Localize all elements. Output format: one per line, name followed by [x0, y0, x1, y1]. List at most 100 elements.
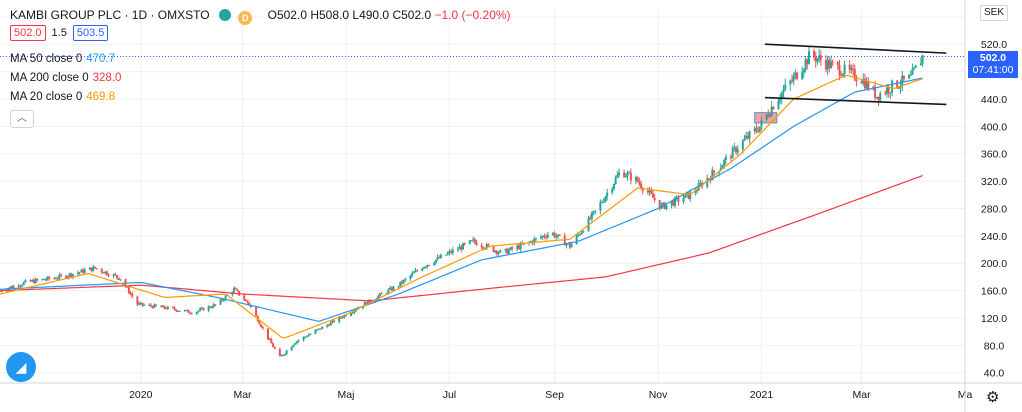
buy-price-button[interactable]: 503.5: [72, 25, 109, 41]
candle-body: [877, 96, 880, 101]
x-tick-label: Jul: [443, 389, 456, 401]
candle-body: [297, 340, 300, 342]
legend-ma200[interactable]: MA 200 close 0 328.0: [10, 72, 121, 84]
candle-body: [344, 315, 347, 317]
candle-body: [911, 69, 914, 75]
legend-ma50[interactable]: MA 50 close 0 470.7: [10, 53, 115, 65]
candle-body: [689, 192, 692, 199]
candle-body: [260, 324, 263, 328]
candle-body: [509, 247, 512, 250]
candle-body: [673, 197, 676, 206]
candle-body: [129, 292, 132, 294]
candle-body: [470, 240, 473, 242]
candle-body: [860, 81, 863, 84]
symbol-title[interactable]: KAMBI GROUP PLC · 1D · OMXSTO: [10, 8, 210, 22]
candle-body: [577, 234, 580, 236]
candle-body: [461, 243, 464, 250]
candle-body: [879, 93, 882, 101]
candle-body: [116, 275, 119, 278]
candle-body: [765, 114, 768, 120]
candle-body: [463, 243, 466, 245]
candle-body: [497, 252, 500, 254]
candle-body: [499, 250, 502, 253]
candle-body: [565, 243, 568, 246]
candle-body: [611, 188, 614, 193]
sell-price-button[interactable]: 502.0: [10, 25, 46, 41]
candle-body: [53, 278, 56, 280]
candle-body: [650, 190, 653, 194]
candle-body: [789, 80, 792, 85]
candle-body: [780, 92, 783, 99]
candle-body: [896, 80, 899, 88]
candle-body: [555, 236, 558, 238]
candle-body: [171, 306, 174, 308]
candle-body: [767, 114, 770, 117]
candle-body: [830, 61, 833, 69]
gear-icon[interactable]: ⚙: [986, 389, 1000, 406]
candle-body: [694, 191, 697, 193]
candle-body: [9, 286, 12, 289]
candle-body: [648, 190, 651, 193]
legend-ma20[interactable]: MA 20 close 0 469.8: [10, 91, 115, 103]
candle-body: [460, 246, 463, 250]
candle-body: [71, 274, 74, 277]
bar-countdown: 07:41:00: [972, 64, 1014, 76]
candle-body: [141, 302, 144, 306]
ma200-line: [0, 175, 923, 302]
candle-body: [902, 75, 905, 79]
candle-body: [433, 262, 436, 265]
channel-upper-line: [764, 43, 947, 54]
candle-body: [646, 190, 649, 193]
candle-body: [604, 196, 607, 202]
candle-body: [273, 347, 276, 349]
candle-body: [328, 324, 331, 326]
currency-label[interactable]: SEK: [980, 5, 1008, 21]
y-tick-label: 80.0: [984, 340, 1005, 352]
legend-ma50-value: 470.7: [86, 53, 116, 65]
candle-body: [736, 149, 739, 153]
candle-body: [706, 178, 709, 187]
candle-body: [519, 243, 522, 250]
candle-body: [651, 193, 654, 198]
candle-body: [556, 234, 559, 237]
candle-body: [804, 59, 807, 70]
candle-body: [682, 198, 685, 202]
candle-body: [343, 315, 346, 318]
candle-body: [696, 190, 699, 192]
candle-body: [891, 80, 894, 93]
candle-body: [188, 312, 191, 314]
candle-body: [575, 235, 578, 244]
candle-body: [439, 254, 442, 259]
candle-body: [599, 202, 602, 211]
ohlc-low: L490.0: [352, 8, 390, 22]
y-tick-label: 240.0: [981, 231, 1007, 243]
candle-body: [614, 177, 617, 184]
candle-body: [545, 236, 548, 238]
candle-body: [529, 241, 532, 243]
candle-body: [165, 308, 168, 310]
candle-body: [392, 286, 395, 291]
collapse-legend-button[interactable]: ︿: [10, 110, 34, 128]
y-tick-label: 520.0: [981, 39, 1007, 51]
tradingview-logo-icon[interactable]: ◢: [6, 352, 36, 382]
candle-body: [421, 268, 424, 271]
candle-body: [712, 170, 715, 173]
candle-body: [105, 271, 108, 275]
candle-body: [361, 306, 364, 309]
candle-body: [428, 264, 431, 266]
candle-body: [908, 75, 911, 79]
candle-body: [636, 177, 639, 182]
x-tick-label: Maj: [338, 389, 355, 401]
candle-body: [214, 304, 217, 306]
candle-body: [782, 89, 785, 93]
candle-body: [397, 286, 400, 288]
candle-body: [331, 320, 334, 323]
candle-body: [841, 73, 844, 76]
candle-body: [580, 231, 583, 235]
y-tick-label: 160.0: [981, 286, 1007, 298]
candle-body: [316, 329, 319, 331]
candle-body: [753, 128, 756, 132]
candle-body: [367, 299, 370, 305]
